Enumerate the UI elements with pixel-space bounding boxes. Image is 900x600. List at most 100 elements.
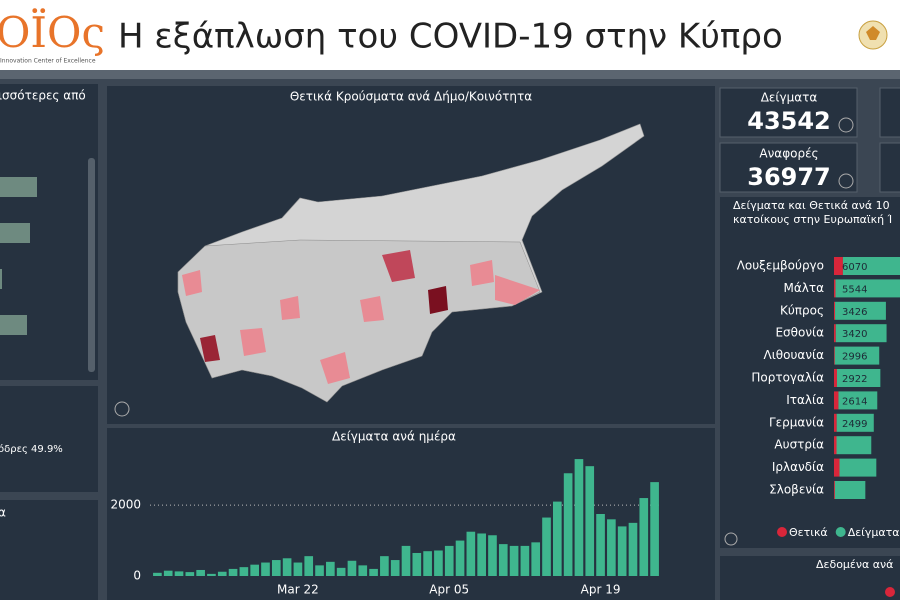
data-label: 6070 <box>842 262 867 273</box>
bar-segment <box>834 346 835 365</box>
bar <box>444 545 454 576</box>
bar <box>434 550 443 576</box>
left-panel-3 <box>0 500 98 600</box>
bar-segment <box>834 279 836 298</box>
y-tick-label: Αυστρία <box>774 438 824 452</box>
y-tick-label: Ιταλία <box>786 393 824 407</box>
bar <box>423 551 432 576</box>
bar <box>552 501 562 576</box>
info-icon[interactable] <box>114 401 130 417</box>
bar-segment <box>842 257 900 275</box>
bar <box>477 533 486 576</box>
scrollbar[interactable] <box>88 158 95 372</box>
map <box>177 123 645 403</box>
bar <box>293 562 303 576</box>
bar <box>520 545 530 576</box>
y-tick-label: Εσθονία <box>775 326 824 340</box>
y-tick-label: Μάλτα <box>784 281 825 295</box>
bar <box>531 542 541 576</box>
bar-segment <box>836 369 881 387</box>
bar <box>390 560 400 576</box>
bar <box>639 498 649 576</box>
bar <box>369 568 378 576</box>
bar <box>380 556 389 576</box>
bar <box>153 572 162 576</box>
bar <box>239 567 249 576</box>
x-tick-label: Apr 19 <box>581 583 621 597</box>
emblem <box>858 20 888 50</box>
left-bar <box>0 315 27 335</box>
data-label: 2499 <box>842 419 867 430</box>
left-note: όδρες 49.9% <box>0 443 63 455</box>
y-tick-label: Ιρλανδία <box>772 460 824 474</box>
bar <box>401 545 411 576</box>
info-icon[interactable] <box>724 532 738 546</box>
bar <box>282 558 292 576</box>
card <box>879 142 900 193</box>
card <box>879 87 900 138</box>
y-tick-label: Λιθουανία <box>764 348 825 362</box>
legend-marker <box>835 527 846 537</box>
bar-segment <box>834 458 840 477</box>
card <box>719 142 858 193</box>
y-tick-label: Κύπρος <box>780 303 824 317</box>
bar-segment <box>834 346 880 365</box>
bar-segment <box>834 257 843 275</box>
x-tick-label: Mar 22 <box>277 583 319 597</box>
left-bar <box>0 269 2 289</box>
left-bar <box>0 223 30 243</box>
y-tick-label: 0 <box>133 569 141 583</box>
daily-title: Δείγματα ανά ημέρα <box>332 430 456 444</box>
bar <box>347 560 357 576</box>
europe-title: κατοίκους στην Ευρωπαϊκή Ί <box>733 213 892 226</box>
left-panel-2 <box>0 386 98 492</box>
data-label: 2614 <box>842 396 867 407</box>
left-bar <box>0 177 37 197</box>
card-label: Δείγματα <box>761 91 818 105</box>
info-icon[interactable] <box>838 173 854 189</box>
bar <box>498 544 508 576</box>
bar <box>336 567 346 576</box>
bottom-panel <box>720 556 900 600</box>
europe-title: Δείγματα και Θετικά ανά 10 <box>733 199 890 212</box>
legend-marker <box>777 527 787 537</box>
bar <box>488 535 497 576</box>
bar-segment <box>836 436 872 455</box>
bar <box>509 545 519 576</box>
bar-segment <box>834 324 836 343</box>
bar <box>163 570 173 576</box>
y-tick-label: Πορτογαλία <box>751 371 824 385</box>
bar <box>185 572 195 576</box>
bar <box>650 482 659 576</box>
bar-segment <box>839 458 877 477</box>
data-label: 2996 <box>842 352 867 363</box>
header-divider <box>0 70 900 79</box>
bar-segment <box>836 413 874 432</box>
logo: ΟΪΟς <box>0 7 105 57</box>
bar <box>196 569 205 576</box>
logo-subtitle: Innovation Center of Excellence <box>0 58 96 65</box>
legend-label: Θετικά <box>789 526 828 539</box>
map-title: Θετικά Κρούσματα ανά Δήμο/Κοινότητα <box>290 90 532 104</box>
bar <box>358 565 368 576</box>
card-value: 36977 <box>747 163 831 191</box>
bar-segment <box>834 369 837 387</box>
data-label: 3420 <box>842 329 867 340</box>
card-value: 43542 <box>747 107 831 135</box>
bottom-title: Δεδομένα ανά <box>816 558 893 571</box>
bar <box>455 540 465 576</box>
y-tick-label: Λουξεμβούργο <box>737 259 824 273</box>
bar-segment <box>834 436 837 455</box>
bar-segment <box>838 391 878 410</box>
header-bar <box>0 0 900 70</box>
legend-label: Δείγματα <box>848 526 900 539</box>
bar <box>412 552 422 576</box>
y-tick-label: Σλοβενία <box>769 483 824 497</box>
y-tick-label: Γερμανία <box>769 415 824 429</box>
bar <box>628 522 638 576</box>
bar-segment <box>834 481 866 499</box>
bar <box>271 560 281 576</box>
info-icon[interactable] <box>838 117 854 133</box>
bar <box>304 556 314 576</box>
